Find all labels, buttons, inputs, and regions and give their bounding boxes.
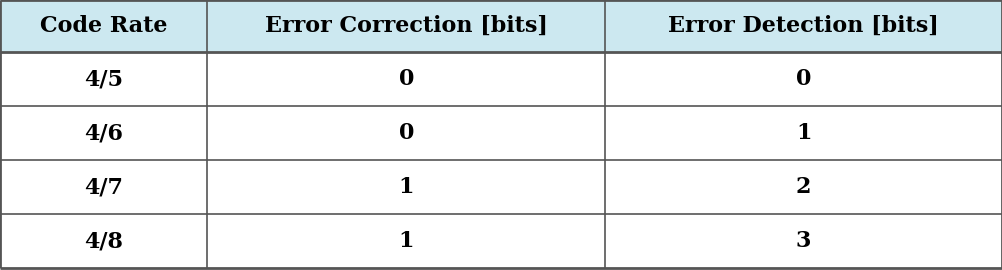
Bar [0, 106, 207, 160]
Text: 0: 0 [399, 68, 414, 90]
Text: 1: 1 [796, 122, 812, 144]
Text: 1: 1 [399, 230, 414, 252]
Bar [605, 214, 1002, 268]
Text: Error Detection [bits]: Error Detection [bits] [668, 15, 939, 37]
Bar [0, 52, 207, 106]
Bar [207, 214, 605, 268]
Text: 4/6: 4/6 [84, 122, 123, 144]
Text: 4/7: 4/7 [84, 176, 123, 198]
Bar [605, 160, 1002, 214]
Bar [207, 106, 605, 160]
Bar [0, 160, 207, 214]
Bar [0, 0, 207, 52]
Text: Code Rate: Code Rate [40, 15, 167, 37]
Bar [207, 52, 605, 106]
Bar [207, 0, 605, 52]
Text: 0: 0 [796, 68, 812, 90]
Text: Error Correction [bits]: Error Correction [bits] [265, 15, 548, 37]
Text: 4/8: 4/8 [84, 230, 123, 252]
Bar [0, 214, 207, 268]
Bar [605, 52, 1002, 106]
Text: 4/5: 4/5 [84, 68, 123, 90]
Text: 0: 0 [399, 122, 414, 144]
Text: 1: 1 [399, 176, 414, 198]
Text: 2: 2 [796, 176, 812, 198]
Bar [207, 160, 605, 214]
Text: 3: 3 [796, 230, 812, 252]
Bar [605, 106, 1002, 160]
Bar [605, 0, 1002, 52]
